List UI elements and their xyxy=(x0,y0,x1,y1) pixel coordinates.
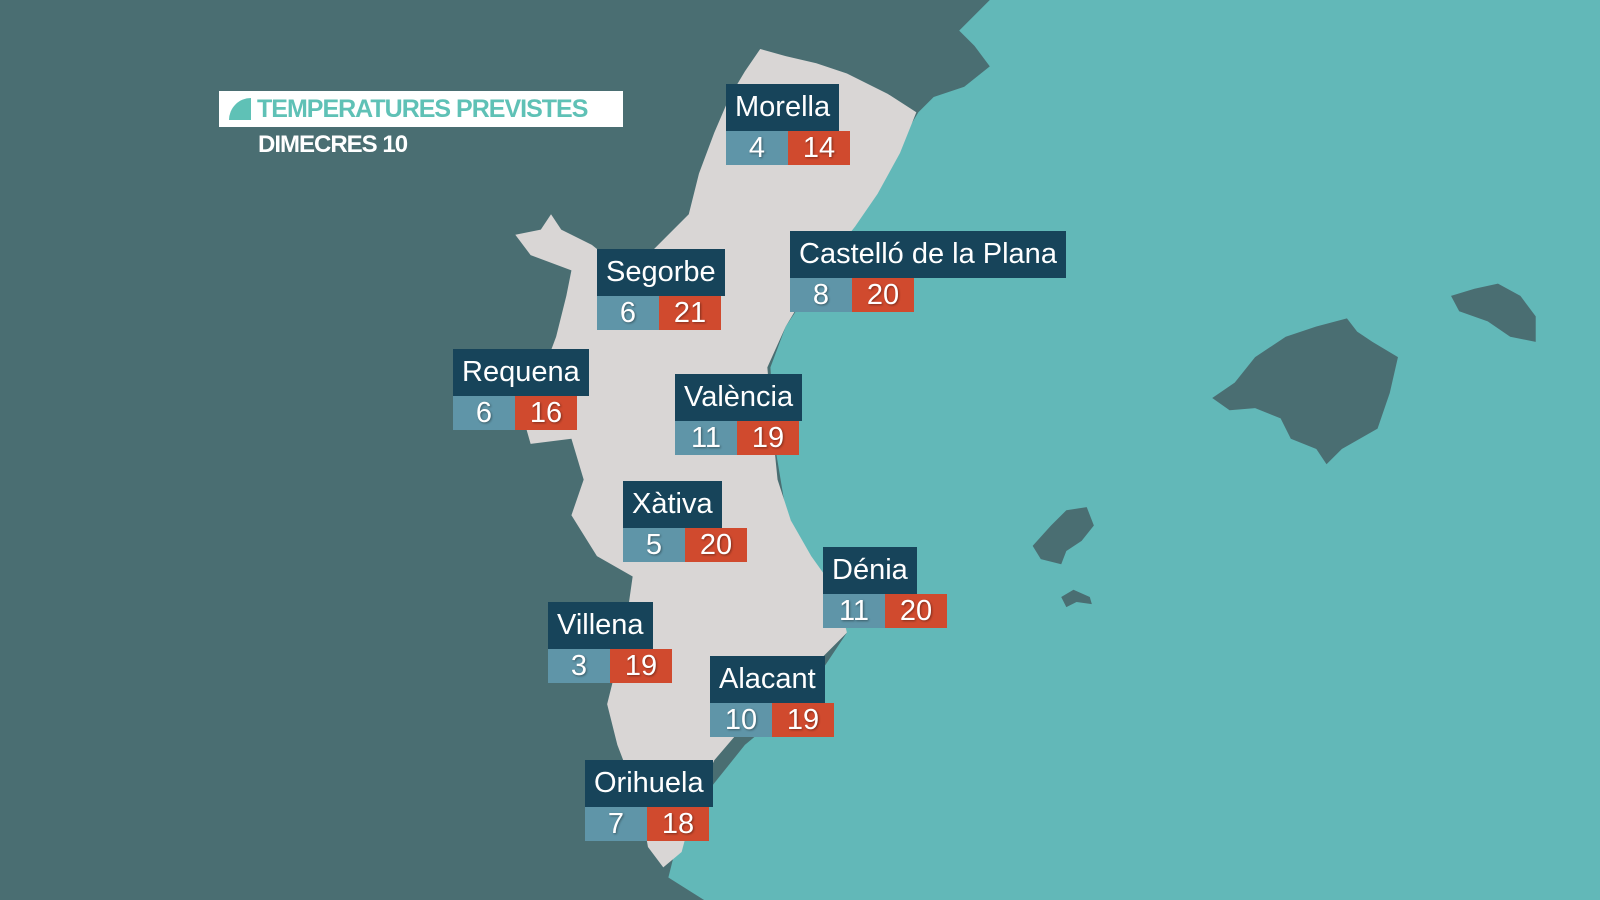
city-label-morella: Morella 4 14 xyxy=(726,84,850,165)
min-temp: 5 xyxy=(623,528,685,562)
min-temp: 6 xyxy=(597,296,659,330)
max-temp: 20 xyxy=(685,528,747,562)
city-name: Xàtiva xyxy=(623,481,722,528)
city-label-villena: Villena 3 19 xyxy=(548,602,672,683)
quarter-circle-logo-icon xyxy=(229,98,251,120)
city-name: Castelló de la Plana xyxy=(790,231,1066,278)
min-temp: 3 xyxy=(548,649,610,683)
min-temp: 6 xyxy=(453,396,515,430)
city-label-segorbe: Segorbe 6 21 xyxy=(597,249,725,330)
page-title: TEMPERATURES PREVISTES xyxy=(257,94,588,123)
city-name: Villena xyxy=(548,602,653,649)
title-bar: TEMPERATURES PREVISTES xyxy=(219,91,623,127)
menorca-island xyxy=(1451,283,1536,342)
city-name: Segorbe xyxy=(597,249,725,296)
city-name: València xyxy=(675,374,803,421)
max-temp: 20 xyxy=(885,594,947,628)
city-name: Orihuela xyxy=(585,760,713,807)
city-label-requena: Requena 6 16 xyxy=(453,349,589,430)
max-temp: 14 xyxy=(788,131,850,165)
city-label-valencia: València 11 19 xyxy=(675,374,803,455)
mallorca-island xyxy=(1212,318,1398,465)
city-label-orihuela: Orihuela 7 18 xyxy=(585,760,713,841)
city-name: Alacant xyxy=(710,656,825,703)
max-temp: 19 xyxy=(772,703,834,737)
city-label-denia: Dénia 11 20 xyxy=(823,547,947,628)
city-label-alacant: Alacant 10 19 xyxy=(710,656,834,737)
min-temp: 11 xyxy=(823,594,885,628)
city-label-xativa: Xàtiva 5 20 xyxy=(623,481,747,562)
min-temp: 8 xyxy=(790,278,852,312)
sea xyxy=(668,0,1600,900)
max-temp: 18 xyxy=(647,807,709,841)
city-name: Requena xyxy=(453,349,589,396)
max-temp: 21 xyxy=(659,296,721,330)
min-temp: 7 xyxy=(585,807,647,841)
min-temp: 4 xyxy=(726,131,788,165)
max-temp: 16 xyxy=(515,396,577,430)
city-name: Dénia xyxy=(823,547,917,594)
max-temp: 19 xyxy=(610,649,672,683)
formentera-island xyxy=(1061,589,1092,608)
ibiza-island xyxy=(1032,507,1094,565)
max-temp: 20 xyxy=(852,278,914,312)
max-temp: 19 xyxy=(737,421,799,455)
min-temp: 11 xyxy=(675,421,737,455)
city-label-castello: Castelló de la Plana 8 20 xyxy=(790,231,1066,312)
date-subtitle: DIMECRES 10 xyxy=(258,131,408,158)
min-temp: 10 xyxy=(710,703,772,737)
city-name: Morella xyxy=(726,84,840,131)
